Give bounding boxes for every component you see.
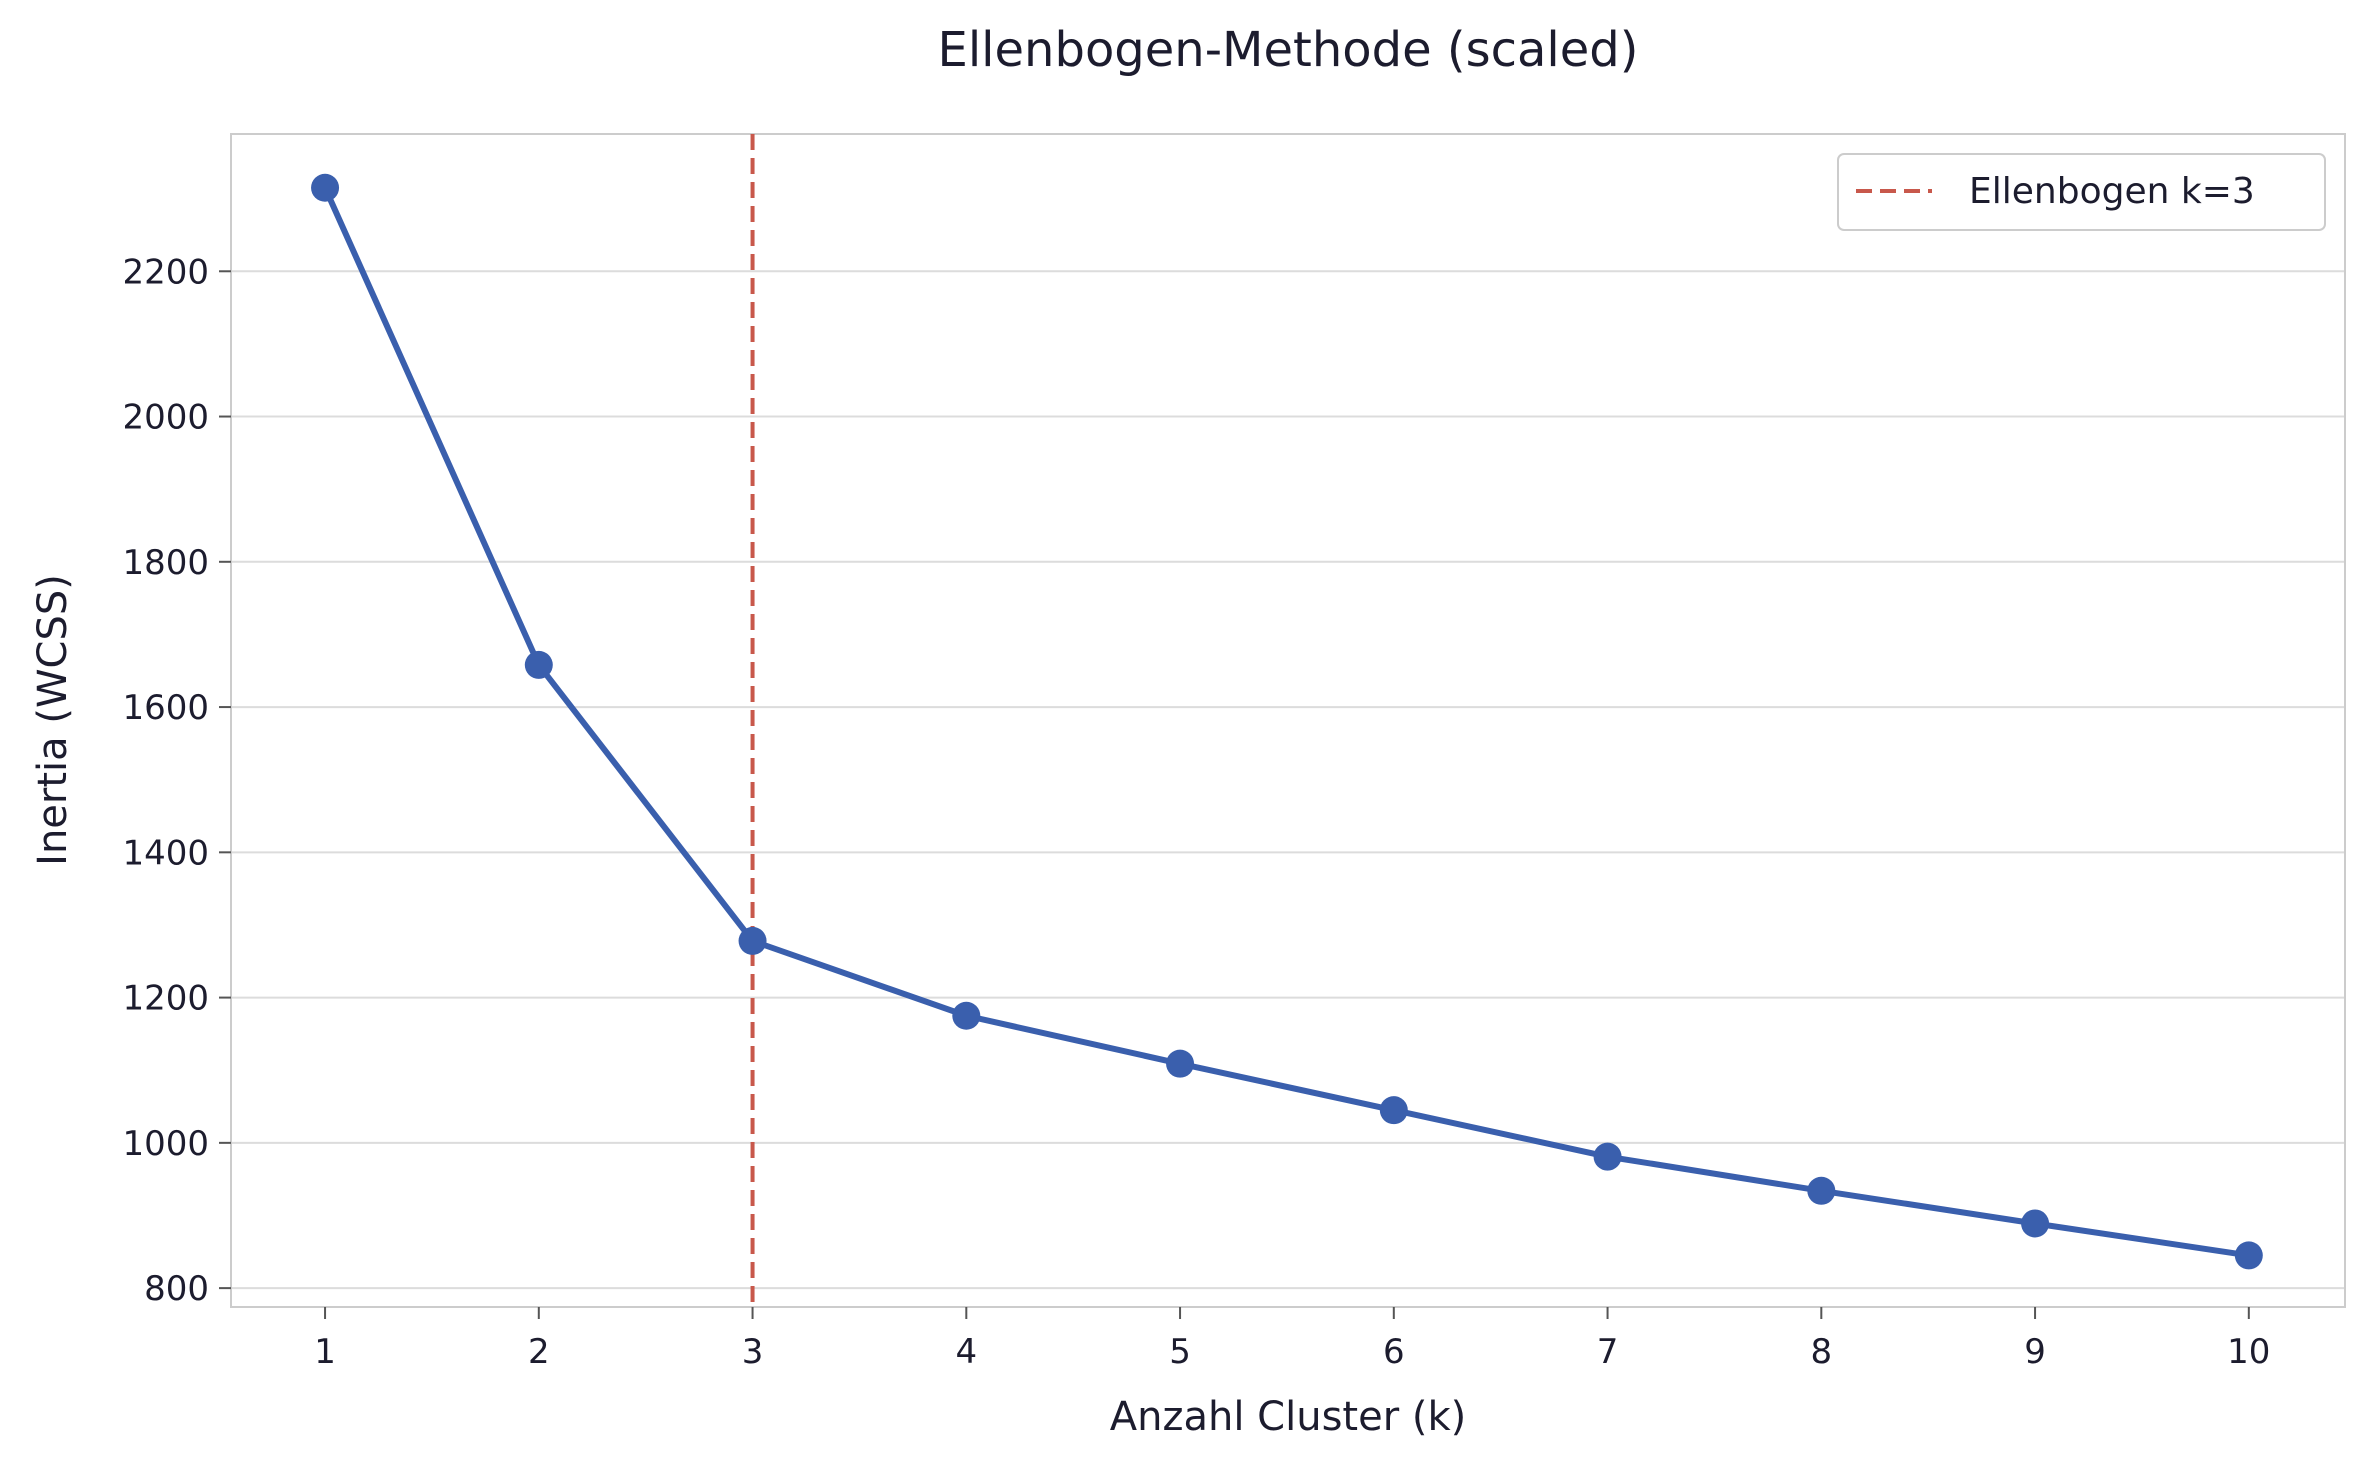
x-tick-label: 1: [314, 1332, 336, 1372]
y-tick-label: 1400: [122, 833, 209, 873]
y-tick-label: 1200: [122, 979, 209, 1019]
data-point-k8: [1807, 1176, 1836, 1205]
y-axis-label: Inertia (WCSS): [30, 574, 76, 866]
x-tick-label: 8: [1810, 1332, 1832, 1372]
data-point-k4: [952, 1001, 981, 1030]
y-tick-label: 1800: [122, 543, 209, 583]
data-point-k3: [738, 926, 767, 955]
y-tick-label: 1600: [122, 688, 209, 728]
data-point-k2: [524, 650, 553, 679]
inertia-data-points: [311, 173, 2263, 1270]
data-point-k7: [1593, 1142, 1622, 1171]
grid-lines: [231, 270, 2345, 1290]
legend: Ellenbogen k=3: [1837, 153, 2326, 231]
plot-area-frame: [230, 133, 2346, 1308]
legend-entry-label: Ellenbogen k=3: [1969, 171, 2255, 212]
y-tick-label: 2000: [122, 398, 209, 438]
x-tick-label: 5: [1169, 1332, 1191, 1372]
x-tick-label: 2: [528, 1332, 550, 1372]
chart-title: Ellenbogen-Methode (scaled): [938, 22, 1639, 78]
x-tick-label: 3: [742, 1332, 764, 1372]
x-axis: 1 2 3 4 5 6 7 8 9 10: [314, 1307, 2270, 1372]
x-tick-label: 9: [2024, 1332, 2046, 1372]
data-point-k5: [1166, 1049, 1195, 1078]
y-axis: 800 1000 1200 1400 1600 1800 2000 2200: [122, 252, 231, 1309]
x-tick-label: 10: [2227, 1332, 2270, 1372]
data-point-k10: [2234, 1241, 2263, 1270]
x-tick-label: 6: [1383, 1332, 1405, 1372]
y-tick-label: 1000: [122, 1124, 209, 1164]
data-point-k6: [1379, 1096, 1408, 1125]
data-point-k9: [2021, 1209, 2050, 1238]
data-point-k1: [311, 173, 340, 202]
inertia-series-line: [322, 186, 2250, 1259]
x-tick-label: 4: [955, 1332, 977, 1372]
y-tick-label: 2200: [122, 252, 209, 292]
legend-box: [1837, 153, 2326, 231]
x-axis-label: Anzahl Cluster (k): [1110, 1394, 1466, 1440]
x-tick-label: 7: [1597, 1332, 1619, 1372]
y-tick-label: 800: [144, 1269, 209, 1309]
